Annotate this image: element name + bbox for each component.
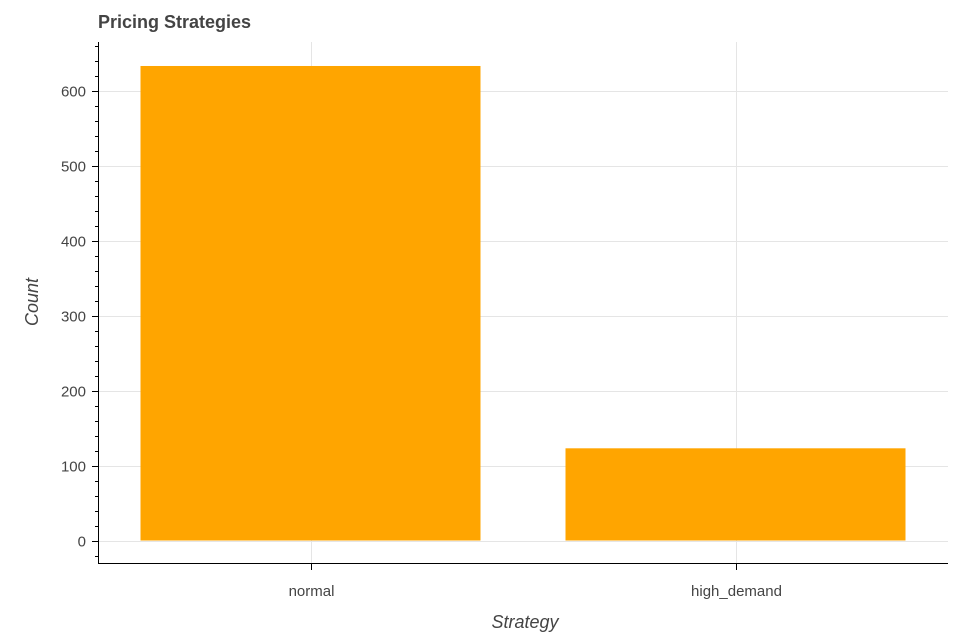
y-tick-label: 0: [78, 534, 86, 551]
y-tick-label: 400: [61, 234, 86, 251]
bar-high_demand: [565, 448, 906, 541]
y-tick-label: 500: [61, 159, 86, 176]
chart-title: Pricing Strategies: [98, 12, 251, 32]
x-tick-label: normal: [289, 583, 335, 600]
x-tick-label: high_demand: [691, 583, 782, 600]
x-axis-label: Strategy: [491, 612, 559, 632]
axes: 0 100 200 300 400 500 600 normal high_demand: [61, 42, 948, 600]
y-axis-label: Count: [22, 277, 42, 326]
bar-normal: [140, 65, 481, 541]
bars: [140, 65, 906, 541]
y-tick-label: 100: [61, 459, 86, 476]
y-tick-label: 600: [61, 84, 86, 101]
y-tick-label: 300: [61, 309, 86, 326]
y-tick-label: 200: [61, 384, 86, 401]
